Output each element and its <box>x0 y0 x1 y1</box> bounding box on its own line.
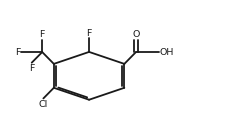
Text: Cl: Cl <box>39 99 48 108</box>
Text: F: F <box>15 48 20 57</box>
Text: F: F <box>40 30 45 39</box>
Text: F: F <box>86 29 92 38</box>
Text: O: O <box>132 30 140 39</box>
Text: OH: OH <box>160 48 174 57</box>
Text: F: F <box>29 64 34 73</box>
